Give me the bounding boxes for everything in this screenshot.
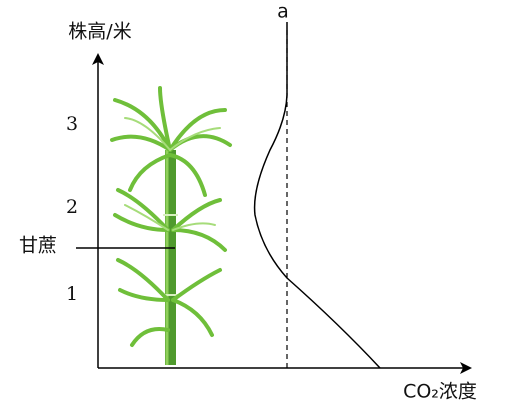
diagram: 株高/米 CO₂浓度 1 2 3 甘蔗 a [0,0,505,407]
y-axis-label: 株高/米 [68,21,131,43]
plant-label: 甘蔗 [19,235,57,257]
curve-label: a [277,1,289,23]
y-tick-label: 2 [66,196,78,218]
y-tick-label: 3 [66,113,78,135]
sugarcane-plant [112,88,230,365]
x-axis-label: CO₂浓度 [403,381,477,403]
y-tick-label: 1 [66,283,78,305]
co2-curve [255,22,380,368]
